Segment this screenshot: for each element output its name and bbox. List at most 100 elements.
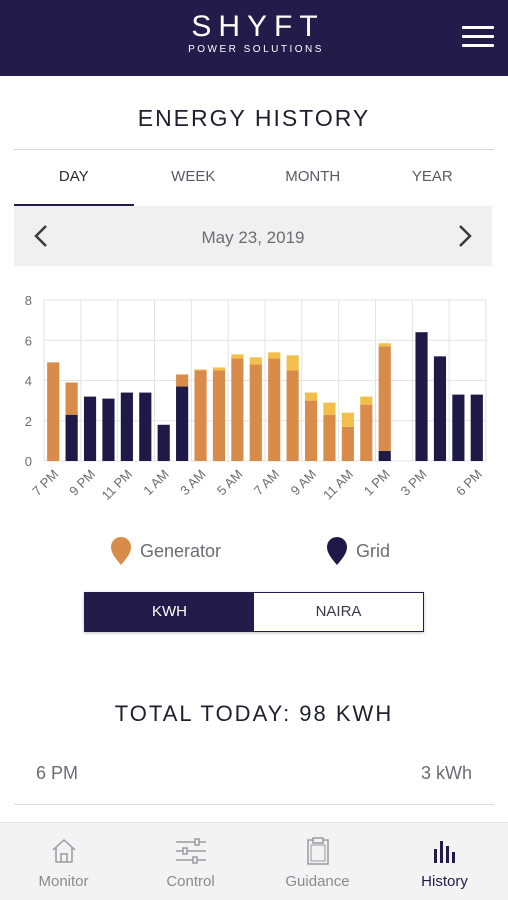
bar-generator <box>65 382 78 415</box>
page-title: ENERGY HISTORY <box>137 105 371 131</box>
y-tick-label: 2 <box>25 414 32 429</box>
bar-generator-peak- <box>360 396 373 405</box>
bar-generator <box>286 370 299 461</box>
bar-grid <box>452 394 465 461</box>
app-header: SHYFT POWER SOLUTIONS <box>0 0 508 76</box>
unit-toggle: KWH NAIRA <box>84 592 424 632</box>
naira-toggle-button[interactable]: NAIRA <box>254 593 423 631</box>
bar-generator-peak- <box>323 402 336 415</box>
bar-grid <box>157 424 170 461</box>
tab-year[interactable]: YEAR <box>411 168 453 185</box>
bar-generator-peak- <box>341 412 354 427</box>
tab-month[interactable]: MONTH <box>285 168 341 185</box>
bar-grid <box>120 392 133 461</box>
row-divider <box>14 804 494 805</box>
bar-grid <box>65 414 78 461</box>
bar-grid <box>470 394 483 461</box>
bar-generator-peak- <box>212 367 226 371</box>
chevron-left-icon[interactable] <box>28 220 56 252</box>
nav-control-label: Control <box>166 873 215 890</box>
y-tick-label: 6 <box>25 333 32 348</box>
title-divider <box>14 149 494 150</box>
clipboard-icon <box>306 837 329 865</box>
nav-history-label: History <box>421 873 468 890</box>
bar-grid <box>139 392 152 461</box>
bar-generator-peak- <box>268 352 281 359</box>
x-tick-label: 3 AM <box>177 467 209 499</box>
bar-grid <box>102 398 115 461</box>
bar-grid <box>433 356 447 461</box>
bar-generator <box>249 364 262 461</box>
bar-generator <box>304 400 318 461</box>
x-tick-label: 6 PM <box>453 467 485 499</box>
logo-tagline: POWER SOLUTIONS <box>188 44 324 55</box>
x-tick-label: 9 PM <box>66 467 98 499</box>
logo-wordmark: SHYFT <box>191 10 325 43</box>
bar-generator <box>176 374 189 387</box>
row-time: 6 PM <box>36 763 79 783</box>
y-tick-label: 8 <box>25 293 32 308</box>
x-tick-label: 5 AM <box>214 467 246 499</box>
nav-guidance[interactable]: Guidance <box>254 823 381 900</box>
energy-chart: 0 2 4 6 8 7 PM 9 PM 11 PM 1 AM 3 AM 5 AM 7 AM 9 AM 11… <box>0 286 508 526</box>
bar-generator <box>341 426 354 461</box>
bar-generator-peak- <box>194 369 207 371</box>
x-tick-label: 11 AM <box>320 467 356 503</box>
legend-generator-label: Generator <box>140 540 222 561</box>
y-tick-label: 4 <box>25 374 32 389</box>
x-tick-label: 1 PM <box>361 467 393 499</box>
bar-grid <box>415 332 428 461</box>
bar-generator-peak- <box>304 392 318 401</box>
bar-generator-peak- <box>231 354 244 359</box>
kwh-toggle-button[interactable]: KWH <box>85 593 254 631</box>
bar-generator <box>323 414 336 461</box>
chevron-right-icon[interactable] <box>450 220 478 252</box>
grid-pin-icon <box>327 537 347 565</box>
bar-generator-peak- <box>286 355 299 371</box>
period-tabs: DAY WEEK MONTH YEAR <box>14 150 492 206</box>
selected-date: May 23, 2019 <box>201 228 305 247</box>
generator-pin-icon <box>111 537 131 565</box>
total-today: TOTAL TODAY: 98 KWH <box>114 701 394 726</box>
tab-week[interactable]: WEEK <box>171 168 216 185</box>
bar-grid <box>378 450 391 461</box>
brand-logo: SHYFT POWER SOLUTIONS <box>0 10 508 56</box>
energy-bar-chart: 0 2 4 6 8 7 PM 9 PM 11 PM 1 AM 3 AM 5 AM 7 AM 9 AM 11… <box>25 293 487 503</box>
nav-control[interactable]: Control <box>127 823 254 900</box>
legend-generator: Generator <box>110 536 221 566</box>
nav-guidance-label: Guidance <box>285 873 350 890</box>
row-value: 3 kWh <box>420 763 472 783</box>
chart-legend: Generator Grid <box>0 536 508 570</box>
sliders-icon <box>175 838 206 864</box>
date-navigator: May 23, 2019 <box>14 206 492 266</box>
bar-generator <box>378 346 391 451</box>
home-icon <box>51 838 76 863</box>
hamburger-menu-icon[interactable] <box>462 26 494 48</box>
y-tick-label: 0 <box>25 454 32 469</box>
nav-history[interactable]: History <box>381 823 508 900</box>
x-tick-label: 3 PM <box>398 467 430 499</box>
tab-day[interactable]: DAY <box>14 150 134 206</box>
bar-generator <box>231 358 244 461</box>
x-tick-label: 7 AM <box>251 467 283 499</box>
x-tick-label: 11 PM <box>99 467 135 503</box>
bar-generator <box>212 370 226 461</box>
bar-generator <box>360 404 373 461</box>
x-tick-label: 9 AM <box>288 467 320 499</box>
x-tick-label: 7 PM <box>29 467 61 499</box>
x-tick-label: 1 AM <box>140 467 172 499</box>
legend-grid-label: Grid <box>356 540 391 561</box>
bar-generator-peak- <box>378 343 391 347</box>
bar-chart-icon <box>433 841 455 863</box>
nav-monitor-label: Monitor <box>38 873 89 890</box>
bar-generator <box>268 358 281 461</box>
list-item: 6 PM 3 kWh <box>36 763 472 789</box>
legend-grid: Grid <box>326 536 390 566</box>
bar-grid <box>176 386 189 461</box>
bottom-navigation: Monitor Control Guidance History <box>0 822 508 900</box>
bar-grid <box>83 396 97 461</box>
bar-generator-peak- <box>249 357 262 365</box>
bar-generator <box>194 370 207 461</box>
nav-monitor[interactable]: Monitor <box>0 823 127 900</box>
bar-generator <box>47 362 60 461</box>
